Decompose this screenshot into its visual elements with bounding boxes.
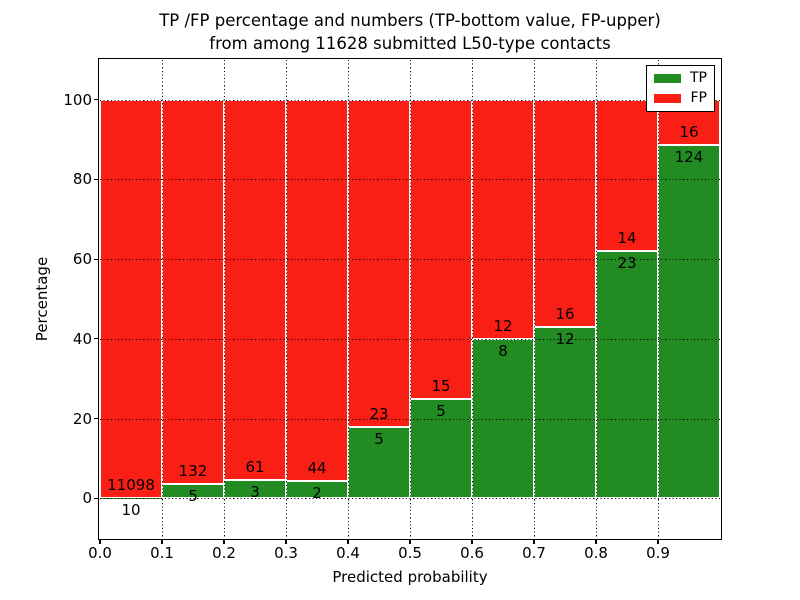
vertical-gridline [224,60,225,538]
vertical-gridline [472,60,473,538]
tp-count-label: 8 [498,341,508,360]
y-tick-mark [93,497,99,499]
bar-fp-segment [286,99,348,481]
tp-count-label: 124 [674,148,704,167]
chart-title-line1: TP /FP percentage and numbers (TP-bottom… [159,11,661,30]
x-tick-label: 0.2 [212,544,236,562]
tp-count-label: 5 [374,430,384,449]
tp-count-label: 5 [436,401,446,420]
bar-fp-segment [100,99,162,498]
vertical-gridline [534,60,535,538]
vertical-gridline [348,60,349,538]
x-tick-mark [471,539,473,544]
x-tick-label: 0.8 [584,544,608,562]
y-tick-mark [93,258,99,260]
bar-tp-segment [472,338,534,499]
vertical-gridline [162,60,163,538]
tp-count-label: 23 [617,253,637,272]
tp-count-label: 12 [555,330,575,349]
fp-count-label: 16 [679,123,699,142]
fp-count-label: 16 [555,305,575,324]
x-axis-label: Predicted probability [332,568,488,586]
fp-count-label: 12 [493,316,513,335]
x-tick-mark [161,539,163,544]
bar-fp-segment [162,99,224,484]
x-tick-mark [347,539,349,544]
x-tick-label: 0.5 [398,544,422,562]
x-tick-mark [533,539,535,544]
x-tick-mark [99,539,101,544]
plot-area: 11098 10 132 5 61 3 44 2 23 5 15 5 12 8 16 12 14 23 16 124 … [93,58,722,544]
chart-title-line2: from among 11628 submitted L50-type cont… [209,34,611,53]
y-tick-label: 60 [72,250,92,269]
tp-count-label: 3 [250,482,260,501]
y-tick-mark [93,417,99,420]
x-tick-label: 0.1 [150,544,174,562]
legend: TP FP [646,65,715,112]
y-tick-mark [93,178,99,181]
fp-count-label: 15 [431,376,451,395]
legend-swatch-fp [654,93,681,103]
bar-fp-segment [596,99,658,251]
x-tick-label: 0.7 [522,544,546,562]
fp-count-label: 132 [178,461,208,480]
legend-item: FP [654,89,708,106]
fp-count-label: 23 [369,405,389,424]
x-tick-label: 0.0 [88,544,112,562]
legend-label: TP [690,70,707,87]
vertical-gridline [658,60,659,538]
bar-tp-segment [410,398,472,499]
bar-fp-segment [224,99,286,480]
bar-fp-segment [348,99,410,428]
bar-tp-segment [534,327,596,499]
x-tick-mark [657,539,659,544]
x-tick-label: 0.3 [274,544,298,562]
x-tick-mark [223,539,225,544]
bar-fp-segment [534,99,596,328]
vertical-gridline [286,60,287,538]
x-tick-mark [409,539,411,544]
fp-count-label: 44 [307,458,327,477]
y-tick-label: 40 [72,329,92,348]
y-tick-mark [93,99,99,101]
y-tick-label: 80 [72,170,92,189]
bar-tp-segment [348,427,410,499]
x-tick-mark [595,539,597,544]
y-tick-label: 20 [72,409,92,428]
y-tick-label: 100 [63,90,92,109]
x-tick-label: 0.9 [646,544,670,562]
y-tick-label: 0 [82,489,92,508]
x-tick-label: 0.4 [336,544,360,562]
vertical-gridline [410,60,411,538]
chart-title: TP /FP percentage and numbers (TP-bottom… [100,9,720,55]
y-axis-label: Percentage [33,256,51,342]
x-tick-label: 0.6 [460,544,484,562]
legend-swatch-tp [654,74,681,84]
fp-count-label: 11098 [107,475,155,494]
bar-tp-segment [658,145,720,499]
bar-fp-segment [472,99,534,339]
legend-label: FP [690,89,708,106]
vertical-gridline [596,60,597,538]
tp-count-label: 10 [121,500,141,519]
bar-fp-segment [410,99,472,399]
x-tick-mark [285,539,287,544]
y-tick-mark [93,338,99,340]
fp-count-label: 14 [617,228,637,247]
legend-item: TP [654,71,707,86]
bar-tp-segment [596,250,658,499]
tp-count-label: 2 [312,483,322,502]
fp-count-label: 61 [245,457,265,476]
tp-count-label: 5 [188,486,198,505]
